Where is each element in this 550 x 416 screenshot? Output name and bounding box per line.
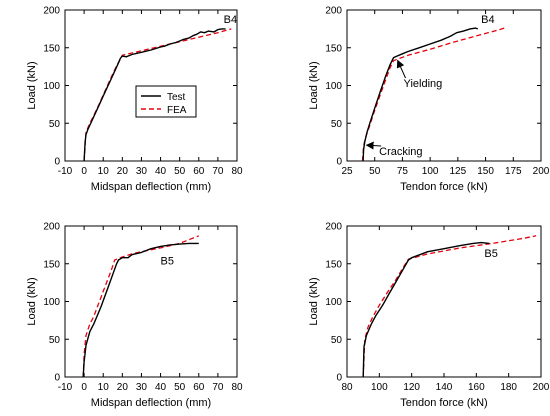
x-tick-label: 20 (117, 382, 129, 393)
series-line-test (83, 28, 226, 162)
y-tick-label: 50 (49, 335, 61, 346)
plot-frame (346, 9, 542, 162)
annotation-label: B5 (161, 256, 174, 268)
series-line-fea (83, 28, 232, 162)
y-tick-label: 50 (49, 119, 61, 130)
y-tick-label: 0 (54, 373, 60, 384)
y-axis-title: Load (kN) (26, 61, 38, 109)
series-line-fea (362, 235, 537, 378)
x-tick-label: 70 (212, 166, 224, 177)
series-line-test (82, 242, 199, 378)
x-tick-label: 120 (403, 382, 420, 393)
x-tick-label: 0 (81, 382, 87, 393)
x-tick-label: 0 (81, 166, 87, 177)
x-tick-label: 60 (193, 166, 205, 177)
legend-label-fea: FEA (167, 105, 187, 116)
x-axis-title: Tendon force (kN) (400, 181, 487, 193)
chart-panel-2: 25 50 75 100 125 150 175 200 0 50 100 150 200 Tendon … (308, 6, 550, 194)
y-tick-label: 50 (331, 335, 343, 346)
x-tick-label: 50 (174, 166, 186, 177)
annotation-label: Yielding (404, 78, 443, 90)
y-tick-label: 150 (325, 259, 342, 270)
y-tick-label: 0 (336, 157, 342, 168)
y-tick-label: 100 (43, 81, 60, 92)
y-axis-title: Load (kN) (26, 277, 38, 325)
x-tick-label: 60 (193, 382, 205, 393)
x-tick-label: 150 (477, 166, 494, 177)
x-tick-label: 80 (231, 382, 243, 393)
y-tick-label: 200 (325, 6, 342, 17)
y-axis-title: Load (kN) (308, 61, 320, 109)
x-tick-label: 200 (533, 382, 550, 393)
series-line-test (362, 241, 490, 378)
x-axis-title: Midspan deflection (mm) (91, 181, 211, 193)
x-tick-label: 200 (533, 166, 550, 177)
annotation-arrow (365, 141, 382, 150)
x-tick-label: 75 (397, 166, 409, 177)
annotation-label: Cracking (379, 146, 422, 158)
chart-panel-3: -10 0 10 20 30 40 50 60 70 80050100150200Midspan … (26, 222, 243, 410)
annotation-label: B4 (224, 14, 237, 26)
annotation-label: B5 (484, 248, 497, 260)
annotation-arrow (396, 59, 406, 79)
y-tick-label: 200 (43, 6, 60, 17)
legend: Test FEA (135, 85, 197, 118)
y-tick-label: 0 (336, 373, 342, 384)
y-tick-label: 100 (325, 81, 342, 92)
x-tick-label: 50 (369, 166, 381, 177)
y-tick-label: 200 (43, 222, 60, 233)
series-line-test (362, 27, 479, 162)
x-tick-label: 100 (371, 382, 388, 393)
series-line-fea (361, 27, 505, 162)
y-tick-label: 150 (325, 43, 342, 54)
x-tick-label: -10 (58, 382, 73, 393)
x-tick-label: 70 (212, 382, 224, 393)
x-tick-label: 140 (436, 382, 453, 393)
x-tick-label: 50 (174, 382, 186, 393)
chart-panel-4: 80 100 120 140 160 180 200 0 50 100 150 200 Tendon f… (308, 222, 550, 410)
x-tick-label: 25 (341, 166, 353, 177)
x-tick-label: 180 (500, 382, 517, 393)
x-tick-label: 100 (422, 166, 439, 177)
x-tick-label: 30 (136, 382, 148, 393)
x-tick-label: -10 (58, 166, 73, 177)
series-line-fea (82, 235, 200, 378)
x-tick-label: 160 (468, 382, 485, 393)
y-tick-label: 0 (54, 157, 60, 168)
x-tick-label: 20 (117, 166, 129, 177)
y-tick-label: 50 (331, 119, 343, 130)
chart-panel-1: -10 0 10 20 30 40 50 60 70 80050100150200Midspan … (26, 6, 243, 194)
x-tick-label: 40 (155, 166, 167, 177)
y-tick-label: 100 (43, 297, 60, 308)
y-tick-label: 200 (325, 222, 342, 233)
x-tick-label: 10 (98, 382, 110, 393)
y-axis-title: Load (kN) (308, 277, 320, 325)
x-tick-label: 30 (136, 166, 148, 177)
legend-label-test: Test (167, 92, 186, 103)
x-axis-title: Midspan deflection (mm) (91, 397, 211, 409)
x-tick-label: 125 (450, 166, 467, 177)
y-tick-label: 100 (325, 297, 342, 308)
x-tick-label: 10 (98, 166, 110, 177)
annotation-label: B4 (481, 14, 494, 26)
legend-box (135, 85, 197, 118)
x-tick-label: 80 (341, 382, 353, 393)
x-tick-label: 175 (505, 166, 522, 177)
x-axis-title: Tendon force (kN) (400, 397, 487, 409)
x-tick-label: 80 (231, 166, 243, 177)
x-tick-label: 40 (155, 382, 167, 393)
y-tick-label: 150 (43, 43, 60, 54)
y-tick-label: 150 (43, 259, 60, 270)
